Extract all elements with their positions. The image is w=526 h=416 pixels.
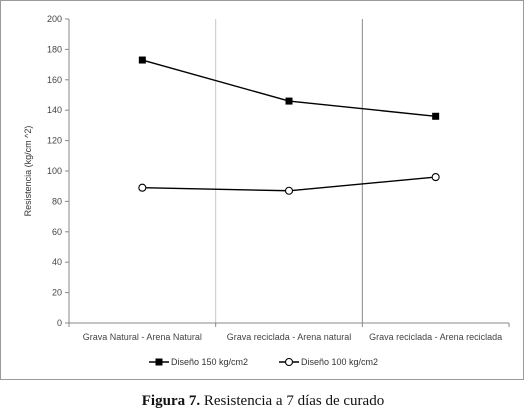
y-tick-label: 160	[47, 75, 62, 85]
y-tick-label: 200	[47, 14, 62, 24]
data-point-square	[138, 56, 146, 64]
y-tick-label: 40	[52, 257, 62, 267]
caption-text: Resistencia a 7 días de curado	[203, 393, 385, 409]
y-axis-label: Resistencia (kg/cm ^2)	[23, 126, 33, 217]
y-tick-label: 140	[47, 105, 62, 115]
legend-label: Diseño 150 kg/cm2	[171, 357, 248, 367]
caption-label: Figura 7.	[141, 393, 201, 409]
x-tick-label: Grava reciclada - Arena reciclada	[369, 332, 502, 342]
data-point-circle	[431, 173, 440, 182]
data-point-circle	[138, 183, 147, 192]
series-line	[142, 59, 436, 117]
legend-marker-square	[155, 358, 163, 366]
x-tick-label: Grava Natural - Arena Natural	[83, 332, 202, 342]
data-point-circle	[284, 186, 294, 195]
y-tick-label: 120	[47, 136, 62, 146]
y-tick-label: 80	[52, 196, 62, 206]
x-tick-label: Grava reciclada - Arena natural	[227, 332, 352, 342]
y-tick-label: 180	[47, 44, 62, 54]
figure-caption: Figura 7. Resistencia a 7 días de curado	[0, 393, 526, 410]
y-tick-label: 20	[52, 288, 62, 298]
legend-label: Diseño 100 kg/cm2	[301, 357, 378, 367]
y-tick-label: 60	[52, 227, 62, 237]
legend-marker-circle	[284, 357, 294, 367]
line-chart: 0 20 40 60 80 100 120 140 160 180 200 Grava Natural…	[23, 14, 510, 367]
y-tick-label: 100	[47, 166, 62, 176]
data-point-square	[432, 112, 440, 120]
chart-frame: 0 20 40 60 80 100 120 140 160 180 200 Grava Natural…	[0, 0, 524, 380]
data-point-square	[285, 97, 293, 105]
y-tick-label: 0	[57, 318, 62, 328]
